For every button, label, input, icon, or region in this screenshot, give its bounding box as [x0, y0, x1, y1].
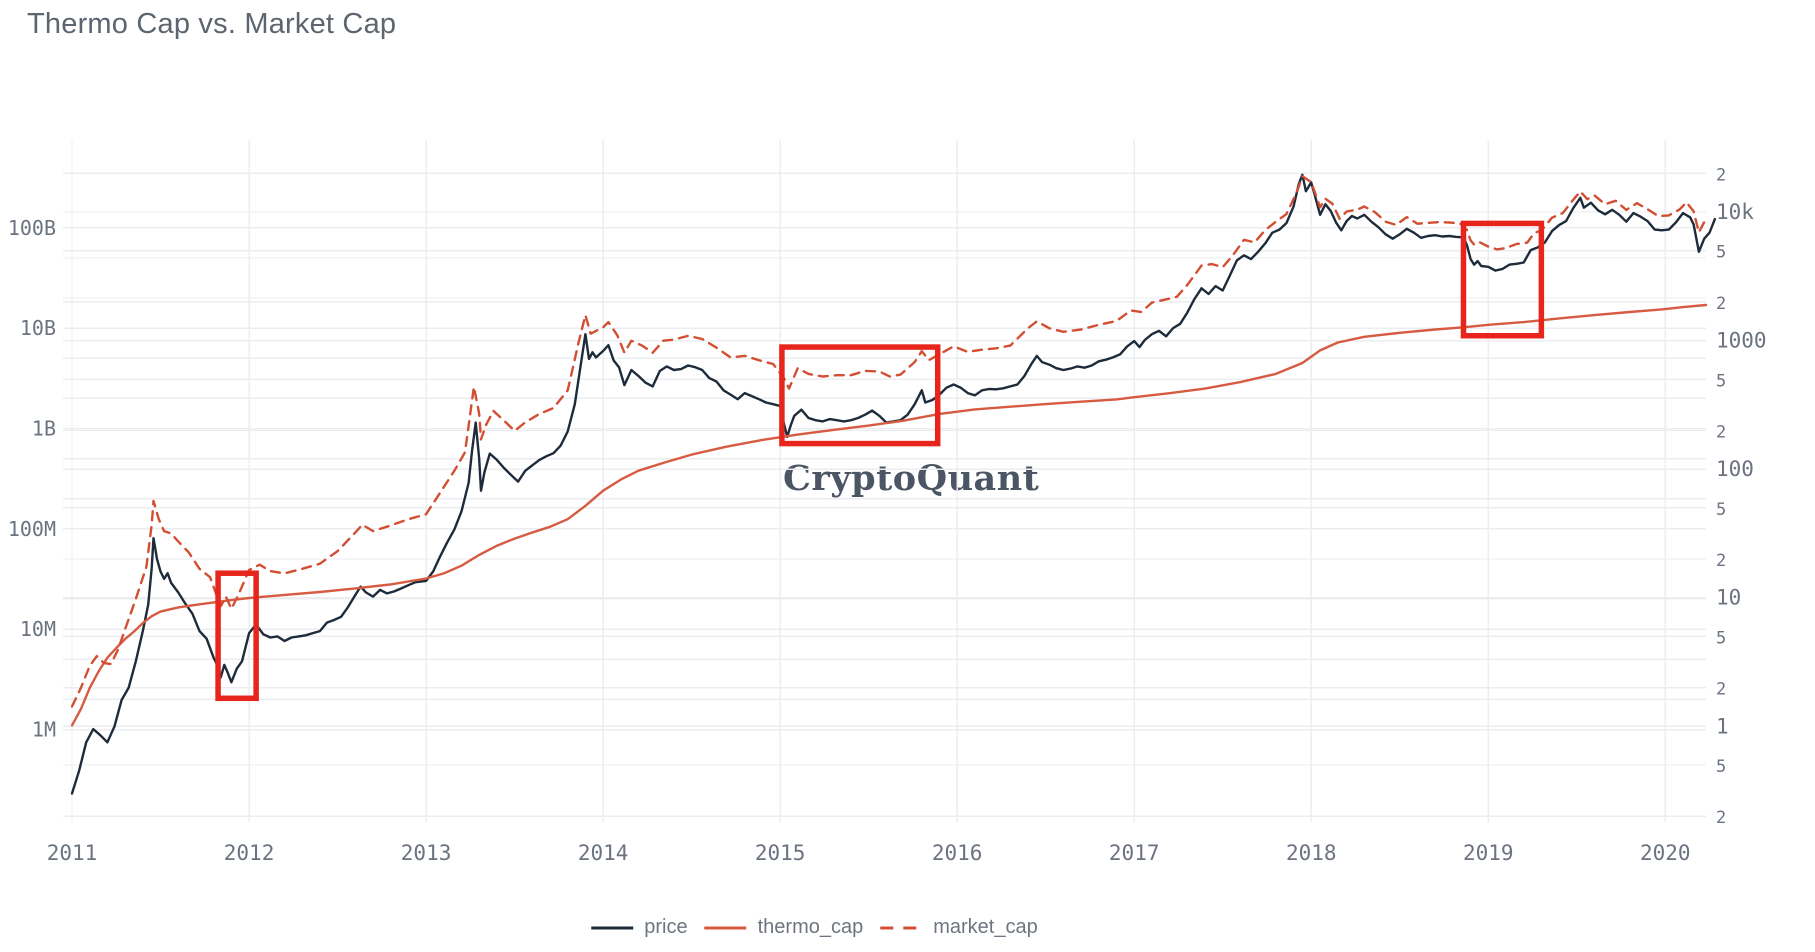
left-axis-tick-label: 100M: [8, 517, 56, 541]
x-axis-tick-label: 2013: [401, 841, 452, 865]
left-axis-tick-label: 10B: [20, 316, 56, 340]
legend-item-market-cap[interactable]: market_cap: [879, 916, 1038, 939]
highlight-box: [1460, 220, 1545, 339]
right-axis-tick-label: 2: [1716, 294, 1726, 314]
right-axis-tick-label: 5: [1716, 500, 1726, 520]
right-axis-tick-label: 1000: [1716, 329, 1767, 353]
x-axis-tick-label: 2017: [1109, 841, 1160, 865]
right-axis-tick-label: 2: [1716, 165, 1726, 185]
right-axis-tick-label: 5: [1716, 628, 1726, 648]
x-axis-tick-label: 2019: [1463, 841, 1514, 865]
legend-label-thermo-cap: thermo_cap: [757, 916, 864, 938]
left-axis-labels: 100B 10B 1B 100M 10M 1M: [8, 216, 56, 742]
right-axis-tick-label: 2: [1716, 808, 1726, 828]
legend-label-price: price: [644, 916, 688, 938]
x-axis-tick-label: 2016: [932, 841, 983, 865]
right-axis-tick-label: 2: [1716, 680, 1726, 700]
market_cap-line: [70, 175, 1711, 708]
highlight-box: [215, 570, 259, 702]
x-axis-tick-label: 2015: [755, 841, 806, 865]
chart-title: Thermo Cap vs. Market Cap: [27, 8, 397, 40]
right-axis-tick-label: 2: [1716, 551, 1726, 571]
legend-item-thermo-cap[interactable]: thermo_cap: [704, 916, 864, 939]
right-axis-tick-label: 5: [1716, 243, 1726, 263]
left-axis-tick-label: 10M: [20, 617, 56, 641]
right-axis-tick-label: 5: [1716, 757, 1726, 777]
x-axis-tick-label: 2020: [1640, 841, 1691, 865]
annotations: [215, 220, 1545, 702]
thermo-cap-line-swatch: [704, 926, 747, 929]
watermark: CryptoQuant: [783, 458, 1040, 499]
legend: price thermo_cap market_cap: [590, 916, 1038, 939]
right-axis-tick-label: 100: [1716, 457, 1754, 481]
price-line: [70, 173, 1717, 795]
legend-label-market-cap: market_cap: [933, 916, 1038, 938]
left-axis-tick-label: 1M: [32, 718, 56, 742]
gridlines: [63, 140, 1706, 822]
price-line-swatch: [591, 926, 634, 929]
x-axis-tick-label: 2012: [224, 841, 275, 865]
x-axis-tick-label: 2011: [47, 841, 98, 865]
series: [70, 173, 1717, 795]
legend-item-price[interactable]: price: [590, 916, 688, 939]
right-axis-tick-label: 10: [1716, 586, 1741, 610]
right-axis-tick-label: 2: [1716, 422, 1726, 442]
right-axis-tick-label: 5: [1716, 371, 1726, 391]
thermo_cap-line: [70, 303, 1708, 727]
right-axis-tick-label: 1: [1716, 714, 1729, 738]
x-axis-tick-label: 2014: [578, 841, 629, 865]
left-axis-tick-label: 1B: [32, 417, 56, 441]
market-cap-dashed-swatch: [880, 926, 923, 929]
right-axis-labels: 2 10k 5 2 1000 5 2 100 5 2 10 5 2 1 5 2: [1716, 165, 1767, 828]
right-axis-tick-label: 10k: [1716, 200, 1754, 224]
left-axis-tick-label: 100B: [8, 216, 56, 240]
x-axis-labels: 2011 2012 2013 2014 2015 2016 2017 2018 2019 2020: [47, 841, 1691, 865]
highlight-box: [779, 344, 941, 447]
x-axis-tick-label: 2018: [1286, 841, 1337, 865]
